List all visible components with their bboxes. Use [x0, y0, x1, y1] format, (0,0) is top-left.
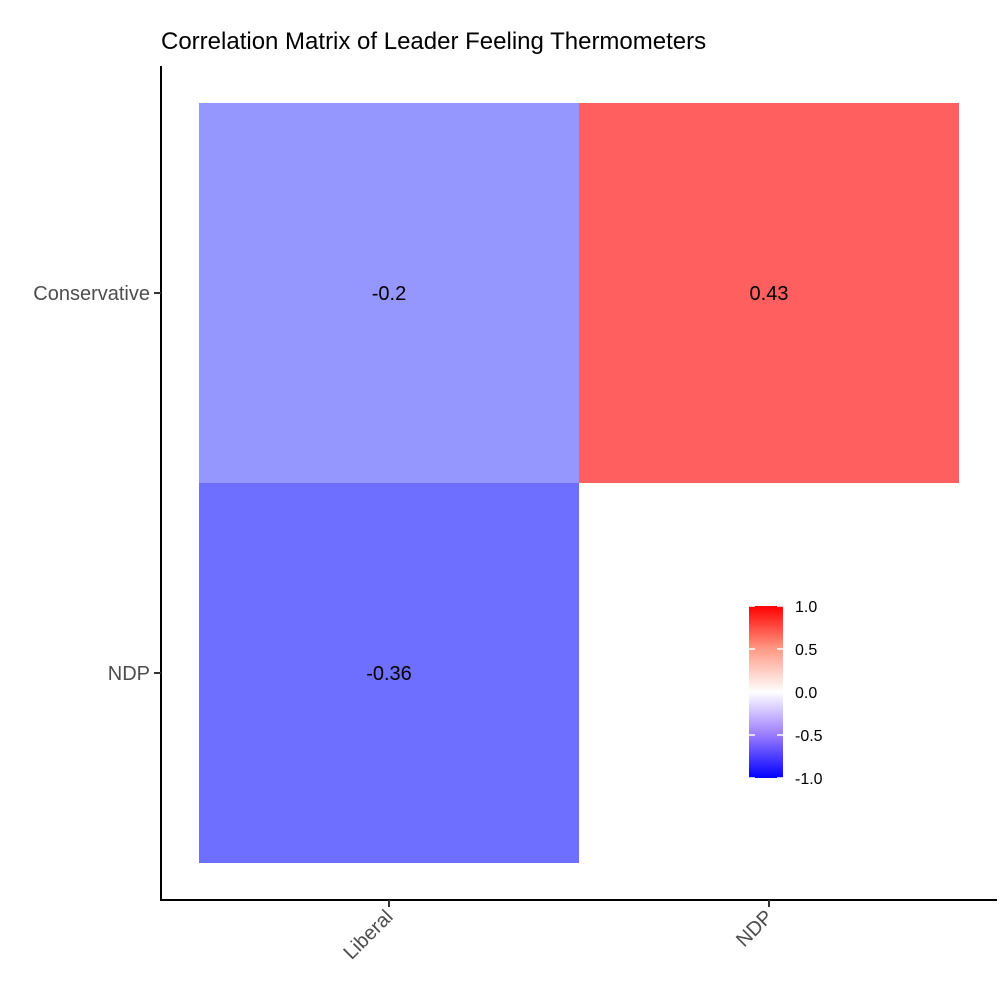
legend-break-label: -0.5	[795, 728, 823, 745]
legend-ticks: 1.0 0.5 0.0 -0.5 -1.0	[749, 599, 823, 788]
color-legend: 1.0 0.5 0.0 -0.5 -1.0	[749, 599, 823, 788]
x-tick-label-liberal: Liberal	[340, 906, 398, 964]
legend-break-label: 0.0	[795, 685, 817, 702]
heatmap-cell-liberal-conservative	[199, 103, 579, 483]
heatmap-cell-ndp-conservative	[579, 103, 959, 483]
cell-value-label: -0.36	[366, 663, 412, 685]
legend-break-label: 0.5	[795, 642, 817, 659]
cell-value-labels: -0.2 0.43 -0.36	[366, 283, 788, 685]
heatmap-cells	[199, 103, 959, 863]
x-axis-ticks: Liberal NDP	[340, 900, 778, 964]
y-tick-label-ndp: NDP	[108, 663, 150, 685]
x-tick-label-ndp: NDP	[732, 906, 777, 951]
heatmap-cell-liberal-ndp	[199, 483, 579, 863]
y-axis-ticks: Conservative NDP	[33, 283, 161, 685]
y-tick-label-conservative: Conservative	[33, 283, 150, 305]
cell-value-label: 0.43	[750, 283, 789, 305]
chart-title: Correlation Matrix of Leader Feeling The…	[161, 28, 706, 55]
cell-value-label: -0.2	[372, 283, 406, 305]
legend-break-label: -1.0	[795, 771, 823, 788]
legend-break-label: 1.0	[795, 599, 817, 616]
